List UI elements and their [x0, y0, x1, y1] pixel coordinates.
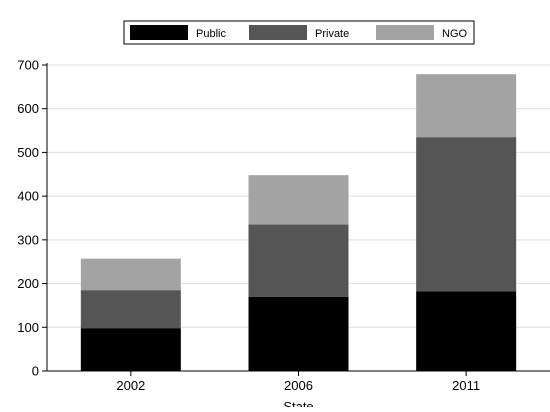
legend: Public Private NGO: [123, 20, 475, 45]
bar-private-2002: [80, 290, 181, 329]
bar-private-2011: [416, 137, 517, 292]
bar-private-2006: [248, 224, 349, 297]
y-tick-label: 100: [17, 320, 39, 335]
bar-ngo-2006: [248, 175, 349, 225]
legend-swatch-public: [130, 25, 188, 40]
bar-ngo-2002: [80, 258, 181, 291]
x-axis-title: State: [283, 399, 313, 407]
bars: [80, 74, 517, 371]
legend-label-ngo: NGO: [442, 28, 468, 40]
x-tick-label: 2006: [284, 378, 313, 393]
x-tick-label: 2002: [116, 378, 145, 393]
y-tick-label: 700: [17, 58, 39, 73]
legend-label-public: Public: [196, 28, 226, 40]
bar-public-2006: [248, 296, 349, 371]
bar-ngo-2011: [416, 74, 517, 138]
bar-public-2011: [416, 291, 517, 371]
legend-swatch-private: [249, 25, 307, 40]
y-tick-label: 600: [17, 101, 39, 116]
y-tick-label: 500: [17, 145, 39, 160]
legend-label-private: Private: [315, 28, 349, 40]
y-tick-label: 0: [32, 364, 39, 379]
bar-public-2002: [80, 328, 181, 371]
y-tick-label: 200: [17, 276, 39, 291]
ticks: 0 100 200 300 400 500 600 700 2002 2006 2011: [17, 58, 480, 394]
legend-swatch-ngo: [376, 25, 434, 40]
x-tick-label: 2011: [452, 378, 480, 393]
y-tick-label: 400: [17, 189, 39, 204]
y-tick-label: 300: [17, 232, 39, 247]
